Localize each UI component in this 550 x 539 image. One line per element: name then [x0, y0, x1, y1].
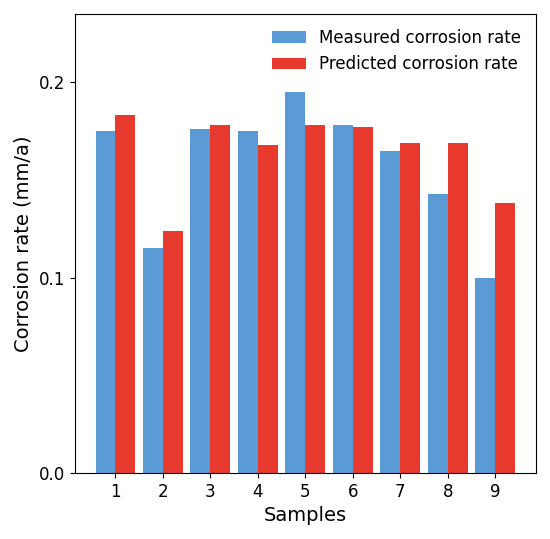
Bar [495, 203, 515, 473]
Bar [353, 127, 373, 473]
Bar [116, 115, 135, 473]
Bar [211, 125, 230, 473]
Bar [400, 143, 420, 473]
Bar [143, 248, 163, 473]
Bar [238, 131, 258, 473]
Bar [163, 231, 183, 473]
Bar [380, 150, 400, 473]
Bar [305, 125, 325, 473]
Bar [333, 125, 353, 473]
Y-axis label: Corrosion rate (mm/a): Corrosion rate (mm/a) [14, 135, 33, 351]
Legend: Measured corrosion rate, Predicted corrosion rate: Measured corrosion rate, Predicted corro… [266, 22, 528, 80]
Bar [448, 143, 468, 473]
Bar [190, 129, 211, 473]
Bar [258, 145, 278, 473]
Bar [428, 194, 448, 473]
Bar [96, 131, 115, 473]
X-axis label: Samples: Samples [264, 506, 347, 525]
Bar [285, 92, 305, 473]
Bar [475, 278, 495, 473]
